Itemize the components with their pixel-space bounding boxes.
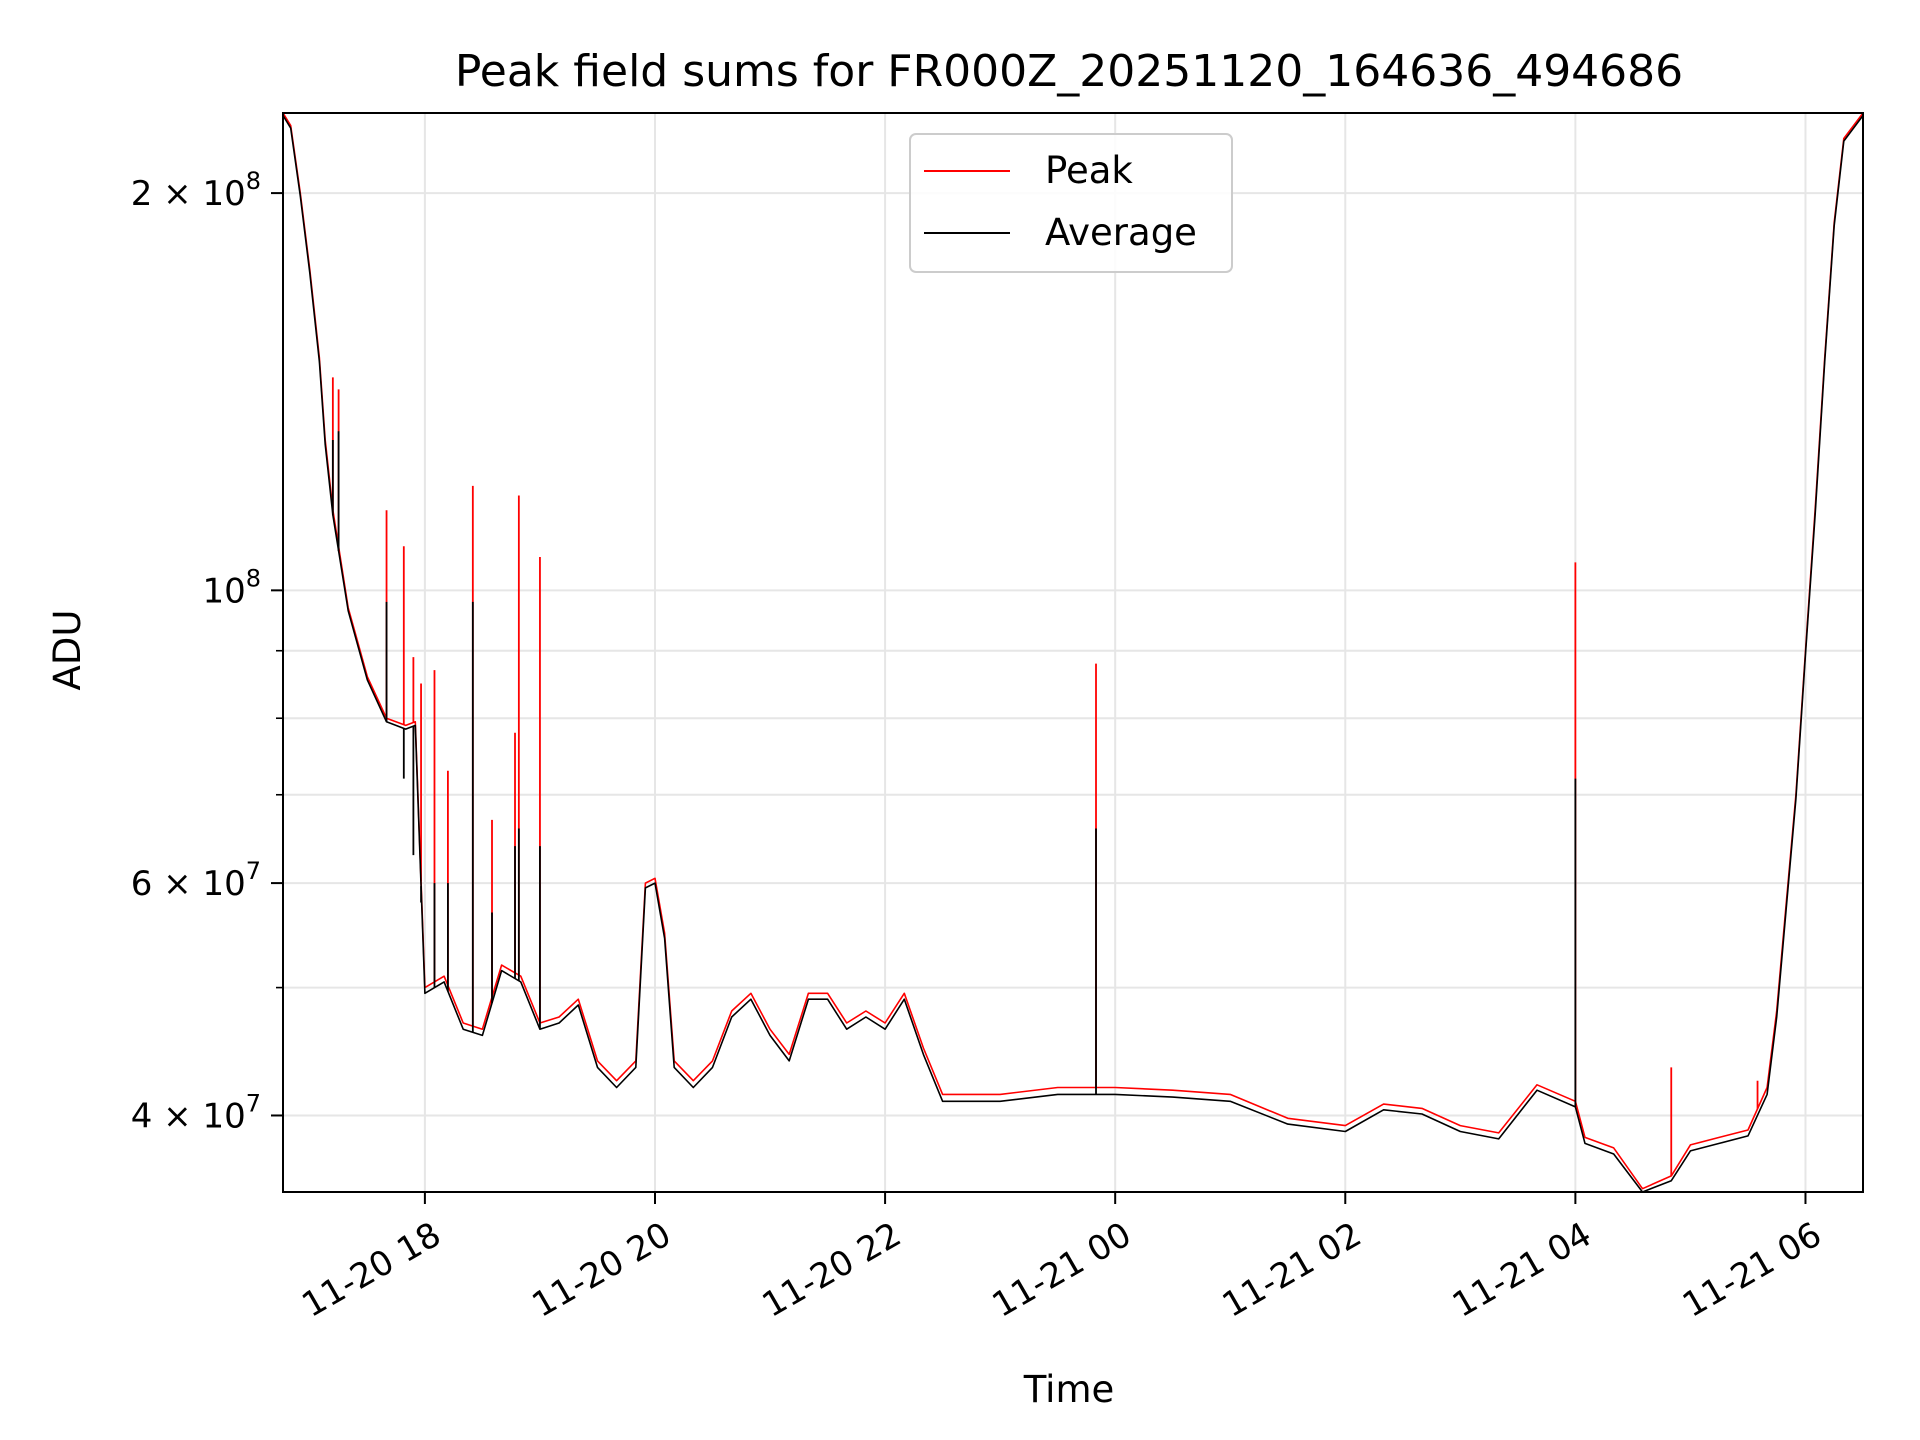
y-axis-label: ADU [46, 610, 89, 691]
legend-box [909, 133, 1233, 273]
legend: Peak Average [909, 133, 1233, 273]
chart-title: Peak field sums for FR000Z_20251120_1646… [455, 46, 1683, 97]
y-tick-exponent: 8 [246, 167, 261, 195]
y-tick-exponent: 8 [246, 564, 261, 592]
plot-area [283, 113, 1863, 1192]
y-tick-label: 2 × 108 [131, 167, 261, 214]
y-tick-label: 6 × 107 [131, 857, 261, 904]
x-axis-label: Time [1023, 1368, 1115, 1411]
y-tick-label: 108 [202, 564, 261, 611]
y-tick-exponent: 7 [246, 857, 261, 885]
y-tick-label: 4 × 107 [131, 1089, 261, 1136]
y-tick-base: 2 × 10 [131, 174, 246, 214]
y-tick-base: 10 [202, 571, 245, 611]
y-tick-base: 4 × 10 [131, 1096, 246, 1136]
y-tick-base: 6 × 10 [131, 864, 246, 904]
series-average [283, 115, 1863, 1192]
axes-frame [282, 112, 1864, 1193]
legend-label-average: Average [1045, 211, 1197, 254]
series-line-average [283, 115, 1863, 1192]
legend-label-peak: Peak [1045, 149, 1133, 192]
y-tick-exponent: 7 [246, 1089, 261, 1117]
